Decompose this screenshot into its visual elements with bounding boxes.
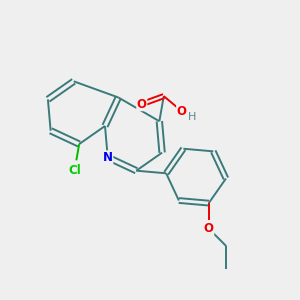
Text: N: N bbox=[103, 151, 113, 164]
Text: Cl: Cl bbox=[68, 164, 81, 177]
Text: O: O bbox=[177, 105, 187, 118]
Text: O: O bbox=[204, 222, 214, 235]
Text: O: O bbox=[137, 98, 147, 111]
Text: H: H bbox=[188, 112, 196, 122]
